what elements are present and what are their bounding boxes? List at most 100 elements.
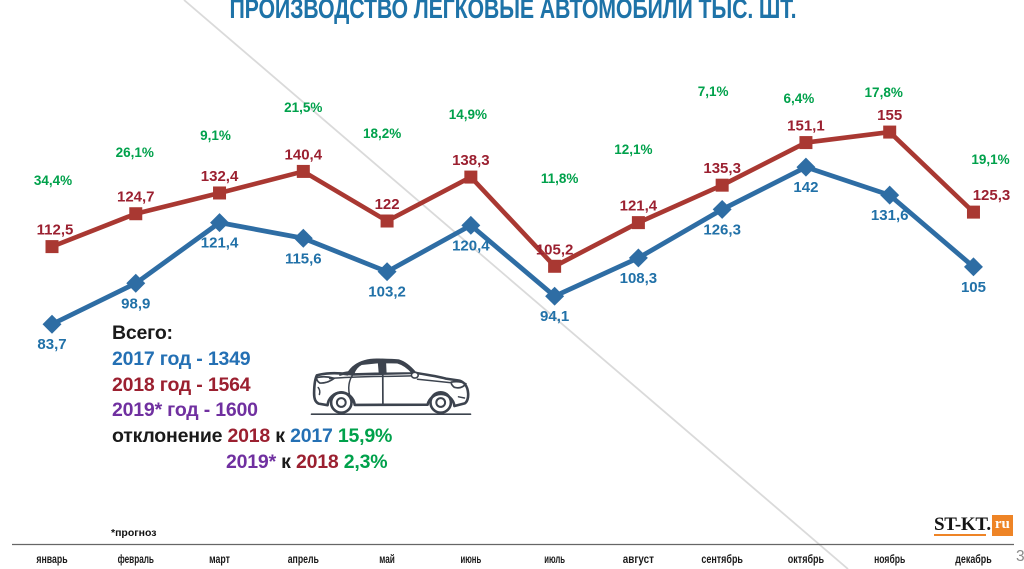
- point-2017-10: [880, 185, 900, 205]
- deviation-label-9: 6,4%: [784, 91, 815, 106]
- legend-row-2: 2018 год - 1564: [112, 373, 392, 399]
- month-label-май: май: [379, 554, 395, 566]
- legend-row-4: отклонение 2018 к 2017 15,9%: [112, 424, 392, 450]
- deviation-label-2: 9,1%: [200, 128, 231, 143]
- totals-legend: Всего: 2017 год - 1349 2018 год - 1564 2019…: [112, 321, 392, 476]
- legend-row-5: 2019* к 2018 2,3%: [112, 450, 392, 476]
- month-label-апрель: апрель: [288, 554, 319, 566]
- value-label-2018-3: 140,4: [285, 146, 323, 163]
- point-2017-3: [293, 228, 313, 248]
- value-label-2017-4: 103,2: [368, 284, 406, 301]
- value-label-2017-10: 131,6: [871, 207, 909, 224]
- value-label-2018-10: 155: [877, 107, 902, 124]
- logo-tagline-line: [934, 534, 986, 536]
- legend-segment: к: [275, 450, 296, 473]
- value-label-2017-3: 115,6: [285, 250, 322, 267]
- value-label-2017-7: 108,3: [620, 270, 658, 287]
- deviation-label-4: 18,2%: [363, 126, 401, 141]
- point-2017-5: [461, 215, 481, 235]
- value-label-2018-6: 105,2: [536, 241, 574, 258]
- point-2018-9: [799, 136, 813, 150]
- deviation-label-6: 11,8%: [541, 171, 579, 186]
- month-label-август: август: [623, 554, 655, 566]
- value-label-2018-0: 112,5: [37, 222, 74, 239]
- point-2017-11: [963, 257, 983, 277]
- legend-segment: 15,9%: [332, 425, 393, 448]
- logo-text: ST-KT.: [934, 514, 991, 535]
- point-2017-0: [42, 314, 62, 334]
- logo-ru-box: ru: [991, 515, 1013, 536]
- value-label-2018-5: 138,3: [452, 152, 490, 169]
- point-2017-6: [545, 286, 565, 306]
- point-2017-9: [796, 157, 816, 177]
- deviation-label-8: 7,1%: [698, 84, 729, 99]
- deviation-label-5: 14,9%: [449, 107, 487, 122]
- value-label-2018-2: 132,4: [201, 168, 239, 185]
- point-2018-8: [715, 178, 729, 192]
- month-label-январь: январь: [36, 554, 67, 566]
- car-icon: [310, 358, 472, 415]
- legend-segment: 2019*: [226, 450, 276, 473]
- month-label-июль: июль: [544, 554, 565, 566]
- value-label-2018-4: 122: [375, 196, 400, 213]
- diagonal-watermark-line: [183, 0, 849, 569]
- legend-segment: к: [270, 425, 291, 448]
- point-2018-3: [296, 164, 310, 178]
- value-label-2017-8: 126,3: [703, 221, 741, 238]
- month-label-июнь: июнь: [460, 554, 481, 566]
- month-label-ноябрь: ноябрь: [874, 554, 905, 566]
- series-2017-line: [50, 164, 976, 327]
- legend-segment: 2018 год - 1564: [112, 373, 251, 396]
- deviation-label-1: 26,1%: [116, 145, 154, 160]
- value-label-2018-9: 151,1: [787, 118, 825, 135]
- value-label-2018-1: 124,7: [117, 189, 155, 206]
- point-2018-2: [213, 186, 227, 200]
- month-label-октябрь: октябрь: [788, 554, 824, 566]
- legend-row-3: 2019* год - 1600: [112, 398, 392, 424]
- value-label-2018-11: 125,3: [973, 187, 1011, 204]
- month-label-март: март: [209, 554, 230, 566]
- page-number: 3: [1016, 548, 1024, 565]
- value-label-2017-1: 98,9: [121, 295, 150, 312]
- value-label-2017-2: 121,4: [201, 235, 239, 252]
- point-2018-0: [45, 240, 59, 254]
- point-2017-2: [210, 213, 230, 233]
- point-2018-1: [129, 207, 143, 221]
- point-2017-8: [712, 199, 732, 219]
- month-label-декабрь: декабрь: [955, 554, 991, 566]
- legend-segment: 2018: [295, 450, 339, 473]
- value-label-2017-0: 83,7: [37, 336, 66, 353]
- deviation-label-11: 19,1%: [971, 152, 1009, 167]
- footnote-forecast: *прогноз: [111, 527, 157, 539]
- legend-row-1: 2017 год - 1349: [112, 347, 392, 373]
- legend-segment: 2019* год - 1600: [112, 399, 258, 422]
- value-label-2017-5: 120,4: [452, 237, 490, 254]
- legend-segment: 2,3%: [338, 450, 388, 473]
- point-2018-7: [631, 216, 645, 230]
- legend-segment: 2017: [290, 425, 333, 448]
- point-2018-6: [548, 259, 562, 273]
- point-2017-4: [377, 262, 397, 282]
- legend-segment: отклонение: [112, 425, 228, 448]
- point-2017-7: [628, 248, 648, 268]
- deviation-label-3: 21,5%: [284, 100, 322, 115]
- legend-segment: Всего:: [112, 322, 173, 344]
- chart-title: ПРОИЗВОДСТВО ЛЕГКОВЫЕ АВТОМОБИЛИ ТЫС. ШТ…: [229, 0, 797, 24]
- month-label-февраль: февраль: [118, 554, 154, 566]
- legend-segment: 2018: [227, 425, 271, 448]
- point-2018-5: [464, 170, 478, 184]
- value-label-2018-8: 135,3: [703, 160, 741, 177]
- value-label-2018-7: 121,4: [620, 198, 658, 215]
- point-2018-10: [883, 125, 897, 139]
- value-label-2017-6: 94,1: [540, 308, 569, 325]
- point-2018-11: [966, 205, 980, 219]
- value-label-2017-11: 105: [961, 279, 986, 296]
- legend-row-0: Всего:: [112, 321, 392, 347]
- deviation-label-0: 34,4%: [34, 173, 72, 188]
- deviation-label-10: 17,8%: [865, 85, 903, 100]
- series-2018-line: [51, 129, 976, 269]
- point-2018-4: [380, 214, 394, 228]
- stkt-logo: ST-KT. ru: [934, 514, 1013, 536]
